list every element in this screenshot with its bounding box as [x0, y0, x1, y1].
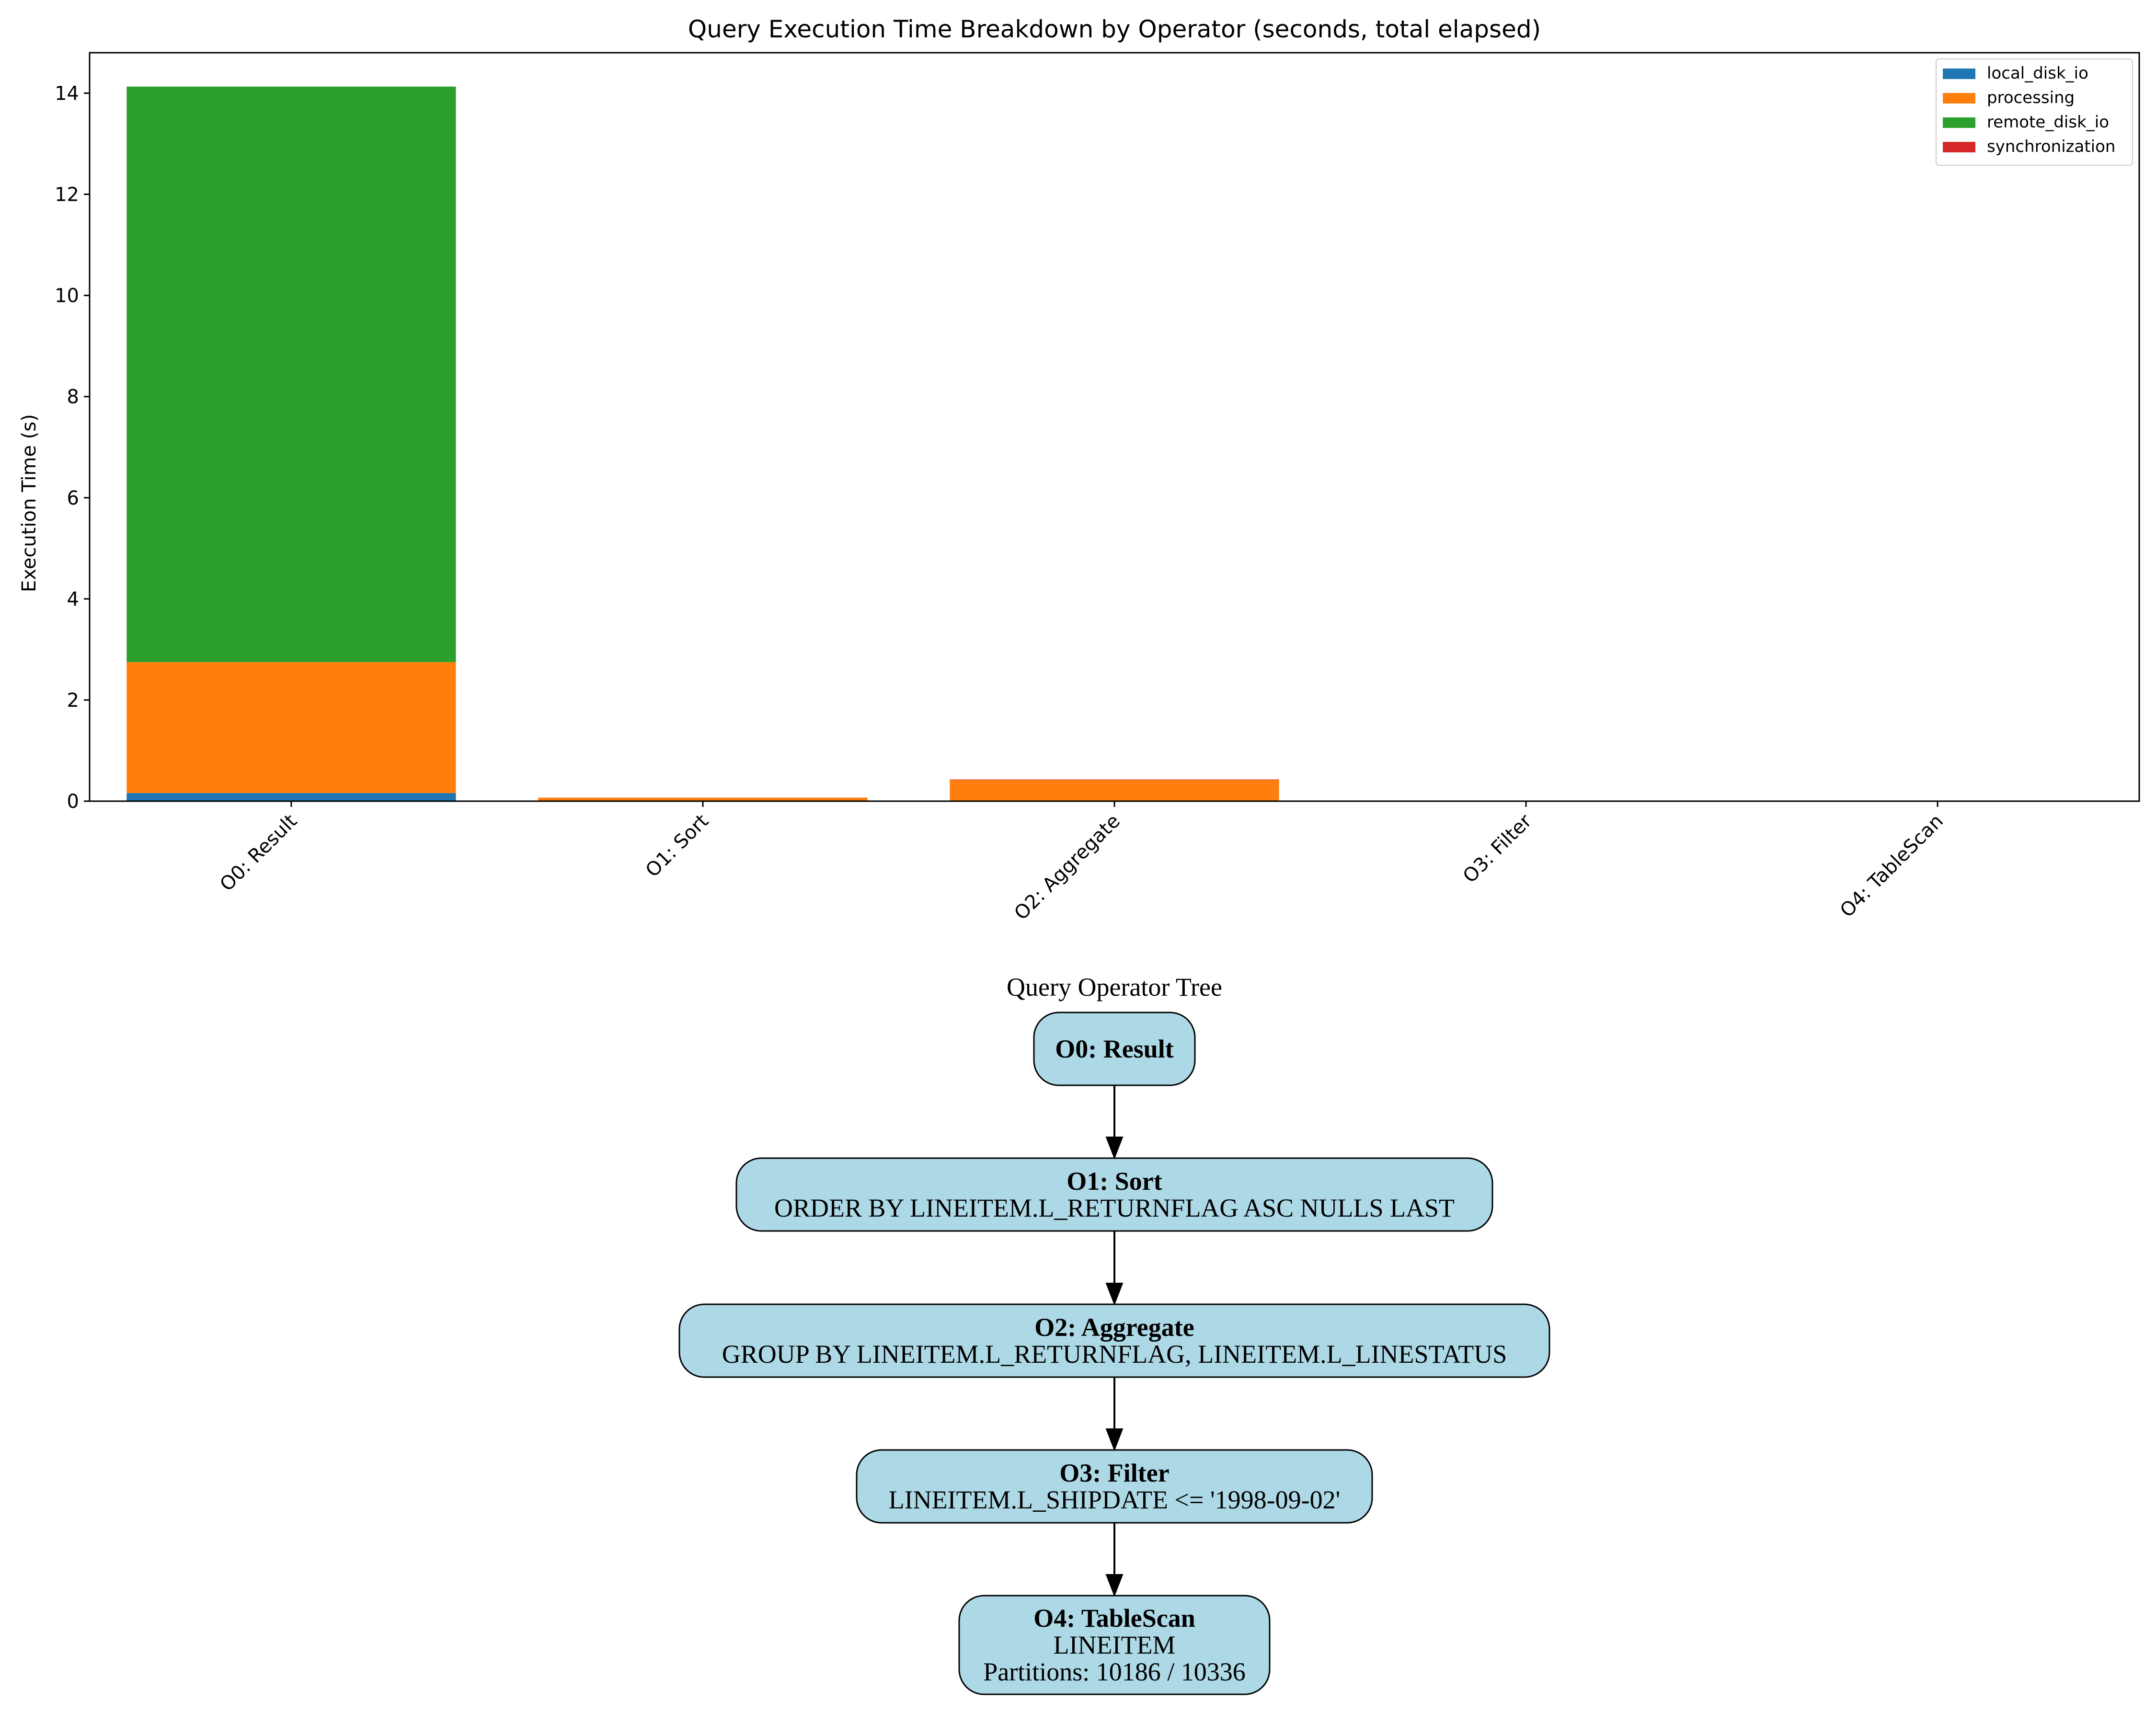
tree-node-box	[1033, 1012, 1196, 1086]
bar-o0-result-remote-disk-io	[126, 86, 456, 662]
tree-node-box	[958, 1595, 1271, 1695]
legend-swatch-synchronization	[1943, 142, 1975, 152]
tree-edge-arrowhead	[1105, 1283, 1124, 1306]
y-tick-label: 12	[55, 184, 79, 206]
y-axis-ticks: 0 2 4 6 8 10 12 14	[55, 82, 90, 813]
y-tick-label: 8	[67, 386, 79, 408]
tree-edge-arrowhead	[1105, 1428, 1124, 1451]
tree-node-box	[735, 1157, 1493, 1232]
tree-node-title: O2: Aggregate	[1034, 1313, 1194, 1342]
tree-node-detail: ORDER BY LINEITEM.L_RETURNFLAG ASC NULLS…	[774, 1194, 1455, 1222]
tree-node-detail: LINEITEM.L_SHIPDATE <= '1998-09-02'	[889, 1485, 1341, 1514]
chart: Query Execution Time Breakdown by Operat…	[18, 15, 2140, 924]
y-axis-label: Execution Time (s)	[18, 414, 40, 592]
plot-area-frame	[89, 52, 2140, 802]
legend: local_disk_io processing remote_disk_iosyn…	[1936, 58, 2133, 166]
legend-frame	[1936, 58, 2133, 166]
tree-node-title: O1: Sort	[1067, 1167, 1162, 1196]
chart-title: Query Execution Time Breakdown by Operat…	[688, 15, 1541, 43]
tree-edge-arrowhead	[1105, 1574, 1124, 1597]
legend-label: local_disk_io	[1987, 64, 2088, 83]
operator-tree: Query Operator Tree O0: Result O1: SortOR…	[678, 973, 1550, 1695]
tree-node-title: O0: Result	[1055, 1035, 1174, 1063]
tree-edge-arrowhead	[1105, 1137, 1124, 1160]
bar-o0-result-processing	[126, 662, 456, 794]
legend-label: remote_disk_io	[1987, 113, 2109, 132]
legend-swatch-remote-disk-io	[1943, 117, 1975, 128]
bar-o2-aggregate-processing	[950, 780, 1279, 801]
y-tick-label: 10	[55, 285, 79, 307]
y-tick-label: 2	[67, 690, 79, 712]
bar-o1-sort-processing	[538, 797, 868, 801]
tree-node-detail: LINEITEM	[1054, 1631, 1176, 1659]
tree-node-box	[856, 1449, 1373, 1524]
bar-o0-result-local-disk-io	[126, 793, 456, 801]
y-tick-label: 14	[55, 82, 79, 104]
y-tick-label: 6	[67, 487, 79, 509]
tree-node-detail: GROUP BY LINEITEM.L_RETURNFLAG, LINEITEM…	[722, 1340, 1507, 1368]
legend-swatch-local-disk-io	[1943, 69, 1975, 79]
legend-swatch-processing	[1943, 93, 1975, 104]
legend-label: processing	[1987, 88, 2075, 107]
tree-node-title: O4: TableScan	[1033, 1604, 1195, 1633]
legend-label: synchronization	[1987, 137, 2115, 156]
tree-node-o0-result: O0: Result	[1033, 1012, 1196, 1086]
tree-edges	[1105, 1085, 1124, 1597]
y-tick-label: 4	[67, 588, 79, 610]
tree-title: Query Operator Tree	[1007, 973, 1222, 1001]
tree-node-box	[678, 1303, 1550, 1378]
tree-node-detail: Partitions: 10186 / 10336	[983, 1657, 1246, 1686]
y-tick-label: 0	[67, 791, 79, 813]
bars	[126, 86, 1279, 801]
tree-node-title: O3: Filter	[1059, 1459, 1169, 1487]
